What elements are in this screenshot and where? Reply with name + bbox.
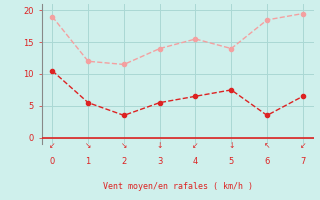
Text: ↓: ↓	[156, 141, 163, 150]
Text: ↙: ↙	[49, 141, 56, 150]
Text: ↙: ↙	[300, 141, 306, 150]
Text: ↙: ↙	[192, 141, 199, 150]
X-axis label: Vent moyen/en rafales ( km/h ): Vent moyen/en rafales ( km/h )	[103, 182, 252, 191]
Text: ↘: ↘	[121, 141, 127, 150]
Text: ↘: ↘	[85, 141, 91, 150]
Text: ↖: ↖	[264, 141, 270, 150]
Text: ↓: ↓	[228, 141, 235, 150]
